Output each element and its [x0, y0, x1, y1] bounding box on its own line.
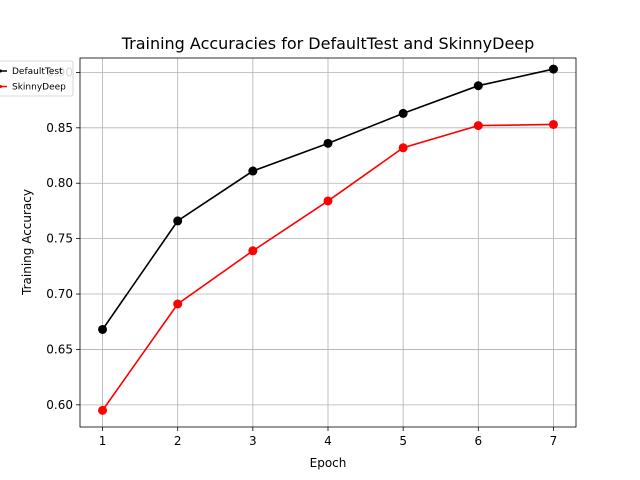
- x-tick-label: 4: [324, 434, 332, 448]
- series-layer: [98, 64, 558, 415]
- data-point-defaulttest: [98, 324, 108, 334]
- data-point-skinnydeep: [173, 299, 183, 309]
- x-tick-label: 5: [399, 434, 407, 448]
- x-axis-ticks: 1 2 3 4 5 6 7: [99, 427, 558, 448]
- chart-title: Training Accuracies for DefaultTest and …: [121, 34, 535, 53]
- data-point-skinnydeep: [398, 143, 408, 153]
- x-tick-label: 6: [474, 434, 482, 448]
- grid: [80, 58, 576, 427]
- y-tick-label: 0.70: [46, 287, 73, 301]
- legend: DefaultTest SkinnyDeep: [0, 60, 74, 97]
- y-tick-label: 0.85: [46, 121, 73, 135]
- legend-box: [0, 60, 74, 97]
- data-point-skinnydeep: [548, 119, 558, 129]
- y-tick-label: 0.60: [46, 398, 73, 412]
- x-tick-label: 1: [99, 434, 107, 448]
- y-tick-label: 0.65: [46, 342, 73, 356]
- data-point-defaulttest: [398, 108, 408, 118]
- legend-label-defaulttest: DefaultTest: [12, 67, 63, 77]
- y-tick-label: 0.80: [46, 176, 73, 190]
- legend-marker-defaulttest: [0, 69, 2, 73]
- y-tick-label: 0.75: [46, 232, 73, 246]
- x-tick-label: 2: [174, 434, 182, 448]
- data-point-defaulttest: [248, 166, 258, 176]
- x-tick-label: 7: [550, 434, 558, 448]
- data-point-defaulttest: [548, 64, 558, 74]
- data-point-skinnydeep: [323, 196, 333, 206]
- data-point-skinnydeep: [473, 121, 483, 131]
- y-axis-label: Training Accuracy: [20, 189, 34, 296]
- data-point-skinnydeep: [248, 246, 258, 256]
- x-tick-label: 3: [249, 434, 257, 448]
- data-point-skinnydeep: [98, 405, 108, 415]
- legend-label-skinnydeep: SkinnyDeep: [12, 83, 66, 93]
- legend-marker-skinnydeep: [0, 85, 2, 88]
- data-point-defaulttest: [173, 216, 183, 226]
- x-axis-label: Epoch: [310, 456, 347, 470]
- data-point-defaulttest: [473, 81, 483, 91]
- data-point-defaulttest: [323, 138, 333, 148]
